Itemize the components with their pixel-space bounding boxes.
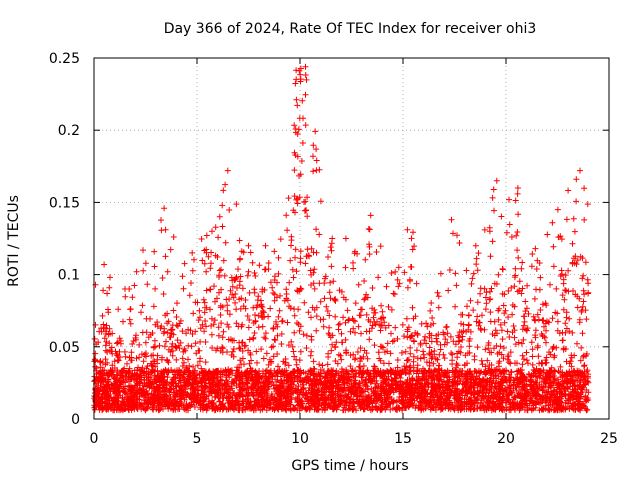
x-tick-label: 25 (600, 431, 618, 447)
plot-frame (93, 57, 610, 420)
x-axis-label: GPS time / hours (291, 458, 408, 474)
y-axis-label: ROTI / TECUs (6, 195, 22, 287)
y-tick-label: 0.15 (49, 195, 80, 211)
y-tick-label: 0.05 (49, 340, 80, 356)
axes: 0 5 10 15 20 25 0 0.05 0.1 0.15 0.2 0.25 (49, 51, 618, 447)
x-tick-label: 20 (497, 431, 515, 447)
data-points (91, 63, 592, 414)
x-tick-label: 10 (291, 431, 309, 447)
y-tick-label: 0.1 (58, 268, 80, 284)
roti-data-points (91, 63, 592, 414)
x-tick-label: 5 (193, 431, 202, 447)
x-tick-label: 15 (394, 431, 412, 447)
y-tick-label: 0.25 (49, 51, 80, 67)
x-tick-label: 0 (90, 431, 99, 447)
chart-title: Day 366 of 2024, Rate Of TEC Index for r… (164, 21, 537, 37)
y-tick-label: 0 (71, 412, 80, 428)
y-tick-label: 0.2 (58, 123, 80, 139)
